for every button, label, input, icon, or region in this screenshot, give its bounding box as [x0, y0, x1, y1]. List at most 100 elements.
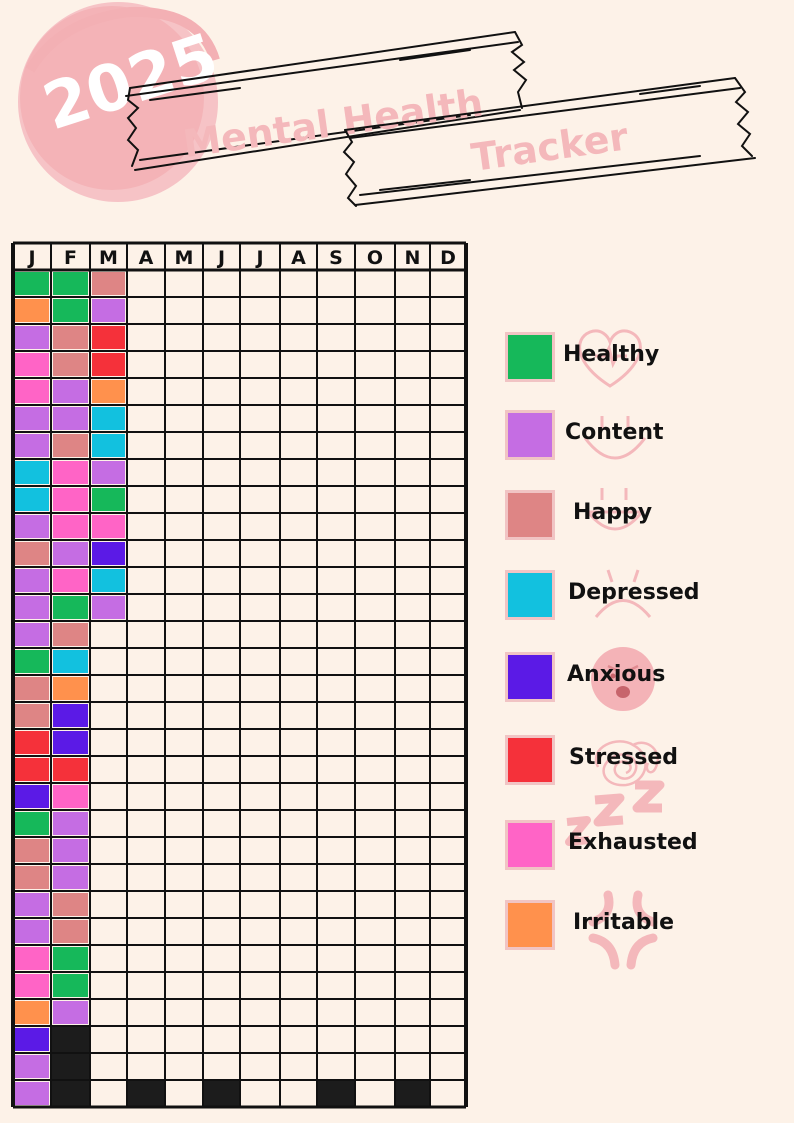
- mood-cell-irritable[interactable]: [15, 1001, 49, 1024]
- month-header: J: [254, 247, 263, 269]
- mood-cell-stressed[interactable]: [92, 326, 125, 349]
- mood-cell-anxious[interactable]: [53, 731, 88, 754]
- mood-cell-depressed[interactable]: [15, 488, 49, 511]
- legend-swatch-happy: [505, 490, 555, 540]
- mood-cell-content[interactable]: [15, 326, 49, 349]
- mood-cell-anxious[interactable]: [15, 785, 49, 808]
- heart-icon: [565, 324, 655, 398]
- mood-cell-healthy[interactable]: [53, 974, 88, 997]
- mood-cell-content[interactable]: [15, 569, 49, 592]
- mood-cell-exhausted[interactable]: [15, 353, 49, 376]
- mood-cell-healthy[interactable]: [53, 947, 88, 970]
- mood-cell-content[interactable]: [53, 542, 88, 565]
- title-line-1: Mental Health: [180, 80, 485, 166]
- mood-cell-happy[interactable]: [53, 920, 88, 943]
- mood-cell-exhausted[interactable]: [53, 488, 88, 511]
- mood-cell-healthy[interactable]: [53, 272, 88, 295]
- mood-cell-content[interactable]: [53, 407, 88, 430]
- mood-cell-exhausted[interactable]: [53, 515, 88, 538]
- mood-cell-happy[interactable]: [15, 839, 49, 862]
- mood-cell-stressed[interactable]: [15, 758, 49, 781]
- mood-cell-depressed[interactable]: [92, 569, 125, 592]
- mood-cell-stressed[interactable]: [53, 758, 88, 781]
- mood-cell-exhausted[interactable]: [15, 380, 49, 403]
- legend-swatch-content: [505, 410, 555, 460]
- mood-cell-content[interactable]: [15, 893, 49, 916]
- title-banner-1: [125, 31, 528, 171]
- title-line-2: Tracker: [469, 114, 631, 180]
- mood-cell-depressed[interactable]: [15, 461, 49, 484]
- month-header: M: [99, 247, 118, 269]
- mood-cell-depressed[interactable]: [92, 407, 125, 430]
- mood-cell-content[interactable]: [92, 461, 125, 484]
- month-header: M: [175, 247, 194, 269]
- mood-cell-happy[interactable]: [53, 353, 88, 376]
- mood-cell-content[interactable]: [15, 515, 49, 538]
- mood-cell-anxious[interactable]: [92, 542, 125, 565]
- mood-cell-anxious[interactable]: [53, 704, 88, 727]
- legend-swatch-irritable: [505, 900, 555, 950]
- mood-cell-happy[interactable]: [15, 677, 49, 700]
- mood-cell-content[interactable]: [53, 380, 88, 403]
- mood-cell-content[interactable]: [15, 623, 49, 646]
- mood-cell-happy[interactable]: [53, 893, 88, 916]
- mood-cell-happy[interactable]: [15, 542, 49, 565]
- mood-cell-content[interactable]: [92, 596, 125, 619]
- mood-cell-happy[interactable]: [53, 623, 88, 646]
- anger-icon: [583, 890, 673, 974]
- mood-cell-healthy[interactable]: [15, 272, 49, 295]
- mood-cell-exhausted[interactable]: [92, 515, 125, 538]
- legend-swatch-exhausted: [505, 820, 555, 870]
- mood-cell-stressed[interactable]: [92, 353, 125, 376]
- mood-cell-depressed[interactable]: [53, 650, 88, 673]
- legend-label-healthy: Healthy: [563, 342, 660, 367]
- legend-label-irritable: Irritable: [573, 910, 674, 935]
- mood-cell-content[interactable]: [15, 920, 49, 943]
- mood-cell-content[interactable]: [53, 1001, 88, 1024]
- mood-cell-happy[interactable]: [15, 704, 49, 727]
- mood-cell-exhausted[interactable]: [53, 461, 88, 484]
- mood-cell-stressed[interactable]: [15, 731, 49, 754]
- legend-item-anxious: Anxious: [505, 647, 785, 712]
- legend-item-exhausted: Exhausted: [505, 780, 785, 880]
- mood-cell-anxious[interactable]: [15, 1028, 49, 1051]
- mood-cell-healthy[interactable]: [53, 596, 88, 619]
- month-header: A: [139, 247, 154, 269]
- mood-cell-healthy[interactable]: [53, 299, 88, 322]
- mood-cell-content[interactable]: [53, 839, 88, 862]
- mood-cell-healthy[interactable]: [15, 650, 49, 673]
- mood-cell-content[interactable]: [15, 1082, 49, 1105]
- blocked-day-cell: [127, 1080, 165, 1107]
- mood-cell-content[interactable]: [92, 299, 125, 322]
- legend-swatch-healthy: [505, 332, 555, 382]
- legend-label-exhausted: Exhausted: [568, 830, 698, 855]
- legend-swatch-depressed: [505, 570, 555, 620]
- month-header: D: [440, 247, 456, 269]
- mood-cell-content[interactable]: [53, 812, 88, 835]
- mood-cell-content[interactable]: [15, 596, 49, 619]
- mood-cell-exhausted[interactable]: [53, 785, 88, 808]
- mood-cell-depressed[interactable]: [92, 434, 125, 457]
- mood-cell-exhausted[interactable]: [15, 974, 49, 997]
- mood-cell-exhausted[interactable]: [15, 947, 49, 970]
- mood-cell-irritable[interactable]: [92, 380, 125, 403]
- mood-cell-content[interactable]: [15, 1055, 49, 1078]
- mood-cell-content[interactable]: [53, 866, 88, 889]
- mood-cell-healthy[interactable]: [15, 812, 49, 835]
- blocked-day-cell: [51, 1080, 90, 1107]
- mood-cell-content[interactable]: [15, 434, 49, 457]
- mood-cell-happy[interactable]: [15, 866, 49, 889]
- mood-cell-healthy[interactable]: [92, 488, 125, 511]
- mood-cell-happy[interactable]: [92, 272, 125, 295]
- legend-label-content: Content: [565, 420, 664, 445]
- mood-cell-happy[interactable]: [53, 326, 88, 349]
- legend-label-depressed: Depressed: [568, 580, 700, 605]
- mood-cell-irritable[interactable]: [53, 677, 88, 700]
- mood-cell-content[interactable]: [15, 407, 49, 430]
- month-header: O: [367, 247, 383, 269]
- mood-cell-irritable[interactable]: [15, 299, 49, 322]
- mood-cell-exhausted[interactable]: [53, 569, 88, 592]
- blocked-day-cell: [203, 1080, 240, 1107]
- mood-cell-happy[interactable]: [53, 434, 88, 457]
